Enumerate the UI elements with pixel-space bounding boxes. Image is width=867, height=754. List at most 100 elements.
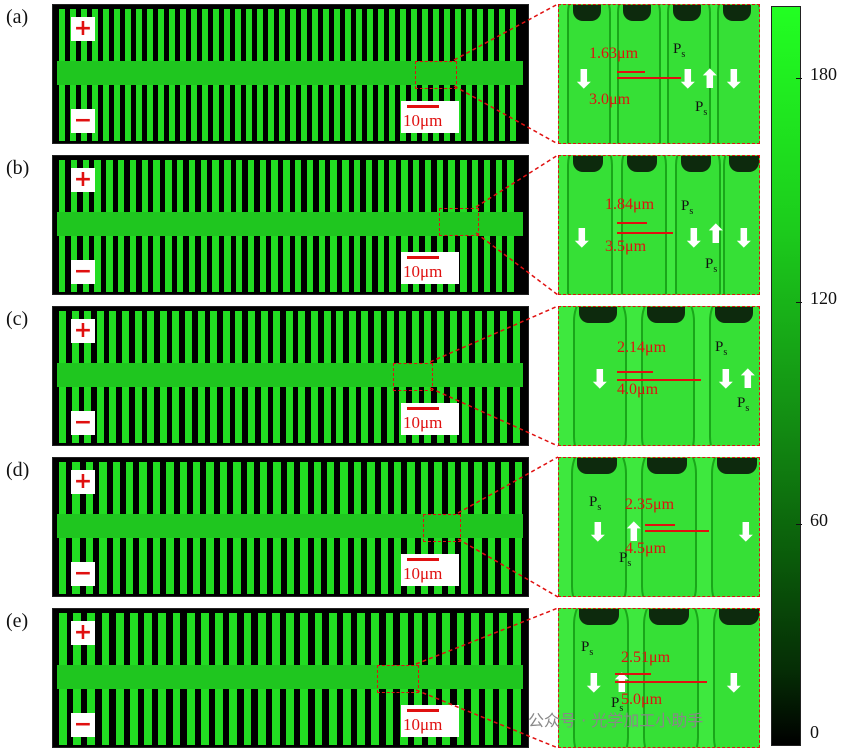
domain-stripe xyxy=(118,230,125,292)
domain-micrograph: + − 10μm xyxy=(52,306,529,446)
polarization-down-arrow-icon: ⬇ xyxy=(683,224,705,254)
scale-bar: 10μm xyxy=(401,554,459,586)
domain-stripe xyxy=(466,79,473,141)
domain-stripe xyxy=(186,613,195,673)
scale-bar-line xyxy=(407,407,439,410)
ps-letter: P xyxy=(589,494,598,510)
domain-stripe xyxy=(314,683,323,745)
domain-stripe xyxy=(300,613,309,673)
domain-stripe xyxy=(147,381,155,443)
domain-stripe xyxy=(499,613,507,673)
zoom-inset: ⬇ ⬇ ⬆ ⬇ Ps Ps 1.63μm 3.0μm xyxy=(558,4,760,144)
domain-wall-band xyxy=(57,363,523,387)
domain-stripe xyxy=(367,532,375,594)
measurement-line xyxy=(615,681,707,683)
wall-width-measurement: 2.51μm xyxy=(621,649,671,666)
domain-shadow xyxy=(577,458,617,474)
domain-stripe xyxy=(512,311,520,371)
domain-cell xyxy=(573,307,627,445)
domain-stripe xyxy=(437,311,444,371)
ps-label: Ps xyxy=(589,494,601,513)
domain-stripe xyxy=(367,9,374,69)
polarization-up-arrow-icon: ⬆ xyxy=(705,220,727,250)
domain-stripe xyxy=(323,381,331,443)
domain-stripe xyxy=(386,381,394,443)
panel-label: (c) xyxy=(6,308,29,330)
domain-stripe xyxy=(386,311,394,371)
domain-stripe xyxy=(460,230,467,292)
ps-subscript: s xyxy=(597,502,602,513)
domain-stripe xyxy=(472,160,479,220)
panel-label: (e) xyxy=(6,610,29,632)
zoom-inset: ⬇ ⬇ ⬆ ⬇ Ps Ps 1.84μm 3.5μm xyxy=(558,155,760,295)
domain-stripe xyxy=(114,9,121,69)
domain-stripe xyxy=(356,9,363,69)
scale-bar-label: 10μm xyxy=(403,111,443,130)
domain-shadow xyxy=(627,156,657,172)
polarization-up-arrow-icon: ⬆ xyxy=(699,65,721,95)
measurement-line xyxy=(615,673,651,675)
ps-letter: P xyxy=(705,256,714,272)
domain-stripe xyxy=(365,160,373,220)
ps-subscript: s xyxy=(723,347,728,358)
domain-stripe xyxy=(147,9,154,69)
domain-stripe xyxy=(59,230,66,292)
domain-stripe xyxy=(336,381,344,443)
domain-shadow xyxy=(573,156,603,172)
domain-stripe xyxy=(125,9,132,69)
ps-letter: P xyxy=(611,695,620,711)
domain-stripe xyxy=(283,160,290,220)
domain-stripe xyxy=(513,683,522,745)
domain-stripe xyxy=(286,683,294,745)
domain-shadow xyxy=(579,307,617,323)
domain-stripe xyxy=(141,230,149,292)
wall-width-measurement: 1.84μm xyxy=(605,196,655,213)
domain-stripe xyxy=(385,613,394,673)
domain-shadow xyxy=(719,609,759,625)
domain-stripe xyxy=(172,613,181,673)
measurement-line xyxy=(617,77,681,79)
domain-stripe xyxy=(166,532,174,594)
domain-stripe xyxy=(306,160,314,220)
domain-stripe xyxy=(311,381,318,443)
scale-bar: 10μm xyxy=(401,252,459,284)
domain-stripe xyxy=(247,160,255,220)
domain-stripe xyxy=(246,532,254,594)
domain-stripe xyxy=(224,160,231,220)
domain-stripe xyxy=(59,613,67,673)
domain-stripe xyxy=(180,9,187,69)
domain-stripe xyxy=(340,532,348,594)
scale-bar-label: 10μm xyxy=(403,564,443,583)
domain-stripe xyxy=(487,532,496,594)
domain-stripe xyxy=(455,9,462,69)
polarization-down-arrow-icon: ⬇ xyxy=(571,224,593,254)
domain-shadow xyxy=(673,5,701,21)
domain-cell xyxy=(641,307,695,445)
domain-stripe xyxy=(283,230,290,292)
domain-stripe xyxy=(343,613,351,673)
domain-stripe xyxy=(186,683,195,745)
domain-stripe xyxy=(365,230,373,292)
domain-stripe xyxy=(500,381,507,443)
colorbar-tick-120: 120 xyxy=(810,288,837,308)
ps-label: Ps xyxy=(611,695,623,714)
domain-stripe xyxy=(488,79,495,141)
domain-stripe xyxy=(118,160,125,220)
domain-stripe xyxy=(147,311,155,371)
domain-stripe xyxy=(495,160,503,220)
domain-stripe xyxy=(510,9,517,69)
domain-stripe xyxy=(313,462,321,522)
domain-stripe xyxy=(96,381,104,443)
polarization-down-arrow-icon: ⬇ xyxy=(587,518,609,548)
domain-stripe xyxy=(122,311,129,371)
domain-stripe xyxy=(456,613,465,673)
domain-stripe xyxy=(101,683,110,745)
domain-stripe xyxy=(200,160,208,220)
domain-stripe xyxy=(378,9,385,69)
domain-stripe xyxy=(434,462,442,522)
domain-stripe xyxy=(286,462,295,522)
ps-label: Ps xyxy=(581,639,593,658)
domain-stripe xyxy=(188,160,196,220)
domain-stripe xyxy=(139,532,147,594)
ps-subscript: s xyxy=(681,49,686,60)
